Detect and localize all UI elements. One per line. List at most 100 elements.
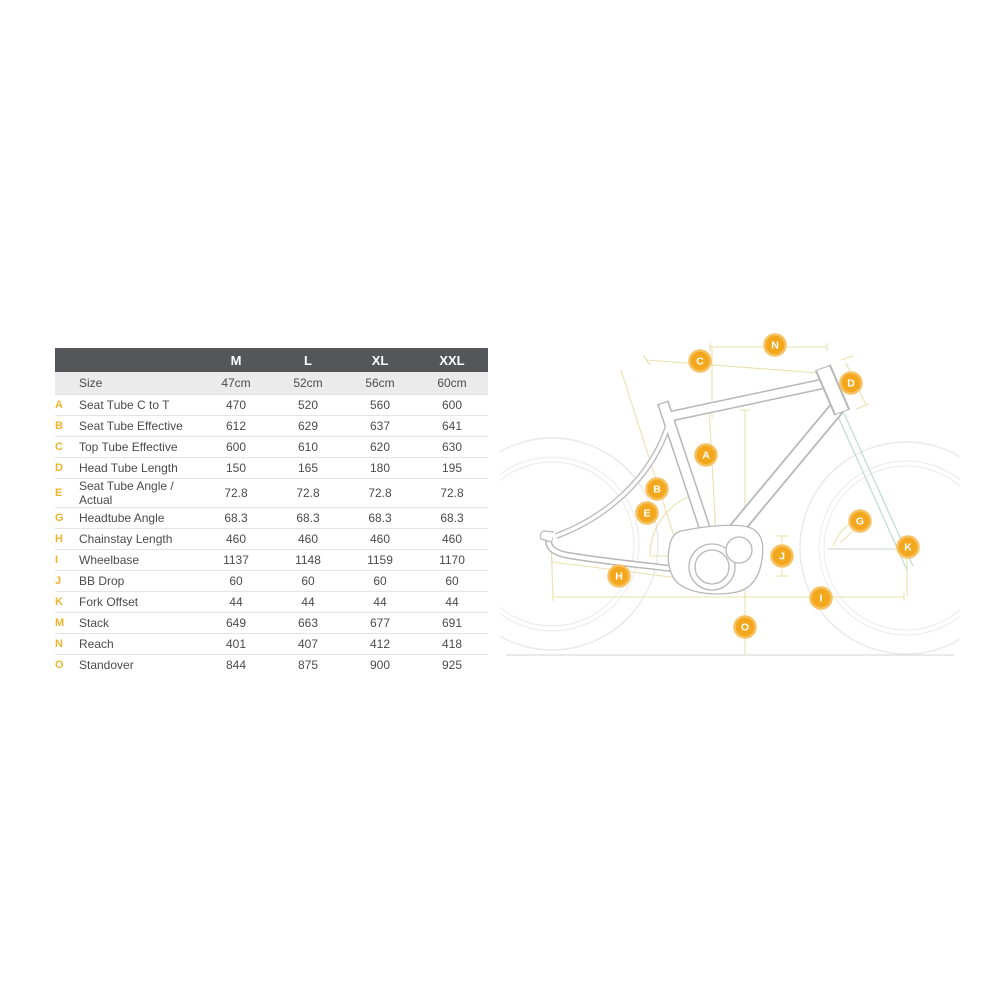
diagram-badge-k: K bbox=[896, 535, 920, 559]
badge-letter: C bbox=[696, 356, 704, 368]
table-row: C Top Tube Effective 600 610 620 630 bbox=[55, 436, 488, 458]
row-value: 47cm bbox=[200, 372, 272, 395]
row-value: 44 bbox=[416, 591, 488, 613]
row-label: Fork Offset bbox=[79, 591, 200, 613]
bike-diagram-svg: N C D A B E G K J bbox=[500, 333, 960, 656]
row-value: 629 bbox=[272, 415, 344, 437]
badge-letter: J bbox=[779, 551, 785, 563]
row-label: Size bbox=[79, 372, 200, 395]
row-value: 180 bbox=[344, 457, 416, 479]
row-value: 641 bbox=[416, 415, 488, 437]
row-value: 60 bbox=[416, 570, 488, 592]
row-value: 412 bbox=[344, 633, 416, 655]
diagram-badge-d: D bbox=[839, 371, 863, 395]
row-label: Head Tube Length bbox=[79, 457, 200, 479]
diagram-badge-c: C bbox=[688, 349, 712, 373]
row-value: 165 bbox=[272, 457, 344, 479]
row-value: 663 bbox=[272, 612, 344, 634]
geometry-table: M L XL XXL Size 47cm 52cm 56cm 60cm A Sea… bbox=[55, 348, 488, 675]
table-row: D Head Tube Length 150 165 180 195 bbox=[55, 457, 488, 479]
row-value: 60cm bbox=[416, 372, 488, 395]
row-value: 60 bbox=[200, 570, 272, 592]
bike-frame bbox=[539, 364, 851, 595]
badge-letter: E bbox=[643, 508, 650, 520]
table-row: E Seat Tube Angle / Actual 72.8 72.8 72.8 72.… bbox=[55, 478, 488, 508]
badge-letter: I bbox=[820, 593, 823, 605]
badge-letter: K bbox=[904, 542, 912, 554]
row-key: A bbox=[55, 394, 79, 416]
badge-letter: D bbox=[847, 378, 855, 390]
badge-letter: A bbox=[702, 450, 710, 462]
row-value: 691 bbox=[416, 612, 488, 634]
diagram-badge-e: E bbox=[635, 501, 659, 525]
row-value: 1170 bbox=[416, 549, 488, 571]
diagram-badge-g: G bbox=[848, 509, 872, 533]
row-value: 72.8 bbox=[272, 478, 344, 508]
row-key: I bbox=[55, 549, 79, 571]
chainring-inner bbox=[694, 549, 730, 585]
row-value: 600 bbox=[416, 394, 488, 416]
row-label: Seat Tube C to T bbox=[79, 394, 200, 416]
row-value: 875 bbox=[272, 654, 344, 675]
row-key: M bbox=[55, 612, 79, 634]
row-value: 44 bbox=[272, 591, 344, 613]
table-row: G Headtube Angle 68.3 68.3 68.3 68.3 bbox=[55, 507, 488, 529]
table-row: N Reach 401 407 412 418 bbox=[55, 633, 488, 655]
row-value: 844 bbox=[200, 654, 272, 675]
row-value: 560 bbox=[344, 394, 416, 416]
size-row: Size 47cm 52cm 56cm 60cm bbox=[55, 372, 488, 395]
diagram-badge-h: H bbox=[607, 564, 631, 588]
row-value: 470 bbox=[200, 394, 272, 416]
row-value: 677 bbox=[344, 612, 416, 634]
table-row: I Wheelbase 1137 1148 1159 1170 bbox=[55, 549, 488, 571]
row-value: 401 bbox=[200, 633, 272, 655]
row-key: O bbox=[55, 654, 79, 675]
row-value: 44 bbox=[344, 591, 416, 613]
col-header-m: M bbox=[200, 348, 272, 372]
row-value: 418 bbox=[416, 633, 488, 655]
row-value: 68.3 bbox=[200, 507, 272, 529]
bike-geometry-diagram: N C D A B E G K J bbox=[500, 330, 960, 660]
motor-cog bbox=[725, 536, 753, 564]
row-value: 925 bbox=[416, 654, 488, 675]
row-value: 620 bbox=[344, 436, 416, 458]
row-label: Seat Tube Angle / Actual bbox=[79, 478, 200, 508]
wheel-circles bbox=[500, 437, 960, 655]
row-value: 52cm bbox=[272, 372, 344, 395]
row-value: 44 bbox=[200, 591, 272, 613]
row-value: 610 bbox=[272, 436, 344, 458]
row-label: Stack bbox=[79, 612, 200, 634]
table-row: H Chainstay Length 460 460 460 460 bbox=[55, 528, 488, 550]
row-value: 460 bbox=[272, 528, 344, 550]
row-value: 407 bbox=[272, 633, 344, 655]
table-row: A Seat Tube C to T 470 520 560 600 bbox=[55, 394, 488, 416]
diagram-badge-a: A bbox=[694, 443, 718, 467]
diagram-badge-i: I bbox=[809, 586, 833, 610]
row-value: 612 bbox=[200, 415, 272, 437]
row-value: 1148 bbox=[272, 549, 344, 571]
row-value: 68.3 bbox=[416, 507, 488, 529]
row-key: G bbox=[55, 507, 79, 529]
diagram-badge-j: J bbox=[770, 544, 794, 568]
row-value: 72.8 bbox=[344, 478, 416, 508]
row-value: 1137 bbox=[200, 549, 272, 571]
row-value: 195 bbox=[416, 457, 488, 479]
table-row: J BB Drop 60 60 60 60 bbox=[55, 570, 488, 592]
row-key: D bbox=[55, 457, 79, 479]
row-value: 460 bbox=[416, 528, 488, 550]
row-value: 649 bbox=[200, 612, 272, 634]
row-key bbox=[55, 372, 79, 395]
row-key: B bbox=[55, 415, 79, 437]
row-label: Top Tube Effective bbox=[79, 436, 200, 458]
col-header-xl: XL bbox=[344, 348, 416, 372]
diagram-badge-o: O bbox=[733, 615, 757, 639]
row-label: Wheelbase bbox=[79, 549, 200, 571]
badge-letter: H bbox=[615, 571, 623, 583]
diagram-badge-b: B bbox=[645, 477, 669, 501]
badge-letter: G bbox=[856, 516, 864, 528]
row-value: 56cm bbox=[344, 372, 416, 395]
diagram-badge-n: N bbox=[763, 333, 787, 357]
size-header-row: M L XL XXL bbox=[55, 348, 488, 372]
row-value: 637 bbox=[344, 415, 416, 437]
